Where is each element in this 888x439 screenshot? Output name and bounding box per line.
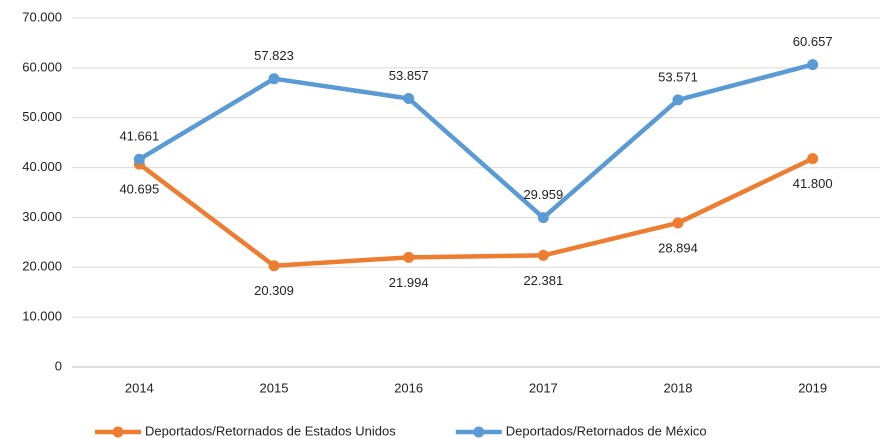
y-tick-label: 40.000: [22, 159, 62, 174]
x-tick-label: 2019: [798, 380, 827, 395]
data-label: 21.994: [389, 275, 429, 290]
data-label: 53.857: [389, 68, 429, 83]
y-tick-label: 60.000: [22, 59, 62, 74]
data-label: 28.894: [658, 240, 698, 255]
y-tick-label: 50.000: [22, 109, 62, 124]
legend-swatch-marker: [473, 426, 485, 438]
legend-label: Deportados/Retornados de México: [506, 423, 707, 438]
legend-label: Deportados/Retornados de Estados Unidos: [145, 423, 396, 438]
x-tick-label: 2015: [260, 380, 289, 395]
x-tick-label: 2018: [664, 380, 693, 395]
data-label: 20.309: [254, 283, 294, 298]
y-tick-label: 10.000: [22, 309, 62, 324]
y-tick-label: 70.000: [22, 9, 62, 24]
data-point: [537, 212, 549, 224]
data-point: [537, 249, 549, 261]
x-tick-label: 2014: [125, 380, 154, 395]
legend-swatch-marker: [112, 426, 124, 438]
data-point: [403, 251, 415, 263]
data-point: [268, 73, 280, 85]
x-tick-label: 2016: [394, 380, 423, 395]
data-point: [672, 217, 684, 229]
data-point: [133, 153, 145, 165]
data-point: [403, 92, 415, 104]
data-point: [268, 260, 280, 272]
y-tick-label: 20.000: [22, 259, 62, 274]
series-line: [137, 156, 814, 268]
data-point: [672, 94, 684, 106]
data-label: 60.657: [793, 34, 833, 49]
data-label: 22.381: [523, 273, 563, 288]
data-label: 57.823: [254, 48, 294, 63]
y-tick-label: 0: [55, 358, 62, 373]
data-label: 41.800: [793, 176, 833, 191]
data-label: 29.959: [523, 187, 563, 202]
data-label: 53.571: [658, 69, 698, 84]
data-label: 40.695: [119, 182, 159, 197]
y-tick-label: 30.000: [22, 209, 62, 224]
data-label: 41.661: [119, 129, 159, 144]
data-point: [807, 59, 819, 71]
x-tick-label: 2017: [529, 380, 558, 395]
data-point: [807, 153, 819, 165]
series-line: [138, 62, 814, 220]
